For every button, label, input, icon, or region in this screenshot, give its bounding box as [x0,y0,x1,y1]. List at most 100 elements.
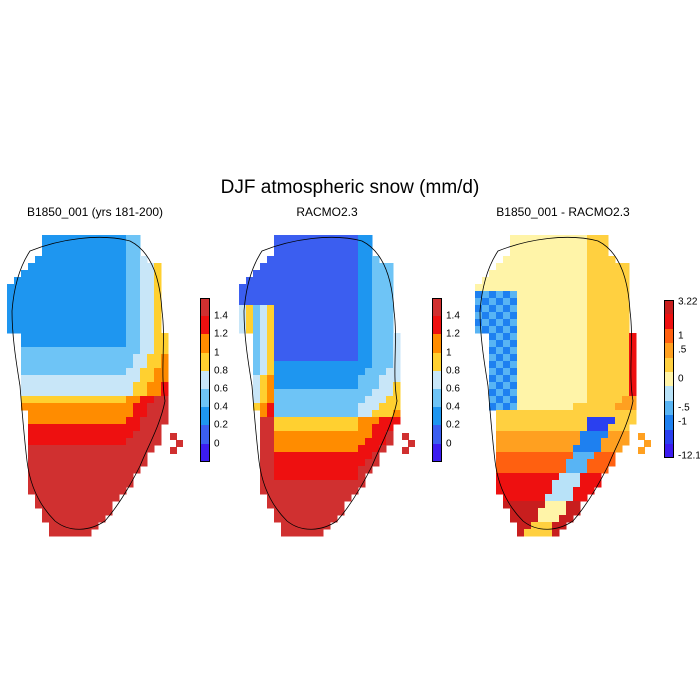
field-cell [358,473,366,481]
field-cell [594,298,602,306]
field-cell [510,354,518,362]
field-cell [316,263,324,271]
field-cell [70,277,78,285]
field-cell [154,382,162,390]
field-cell [49,312,57,320]
field-cell [503,431,511,439]
field-cell [288,375,296,383]
field-cell [316,319,324,327]
field-cell [379,396,387,404]
field-cell [21,403,29,411]
field-cell [545,277,553,285]
field-cell [510,340,518,348]
field-cell [608,319,616,327]
field-cell [337,242,345,250]
field-cell [126,466,134,474]
field-cell [77,417,85,425]
field-cell [281,445,289,453]
field-cell [545,340,553,348]
field-cell [126,431,134,439]
field-cell [489,284,497,292]
field-cell [580,361,588,369]
field-cell [133,270,141,278]
field-cell [112,417,120,425]
field-cell [119,235,127,243]
field-cell [601,459,609,467]
field-cell [587,424,595,432]
field-cell [63,410,71,418]
field-cell [545,396,553,404]
field-cell [56,459,64,467]
field-cell [133,361,141,369]
field-cell [260,333,268,341]
field-cell [489,326,497,334]
field-cell [281,368,289,376]
field-cell [42,256,50,264]
field-cell [295,340,303,348]
field-cell [140,326,148,334]
field-cell [281,284,289,292]
field-cell [524,368,532,376]
field-cell [253,319,261,327]
field-cell [559,375,567,383]
field-cell [601,312,609,320]
field-cell [260,305,268,313]
field-cell [538,305,546,313]
field-cell [42,277,50,285]
field-cell [587,389,595,397]
field-cell [316,375,324,383]
field-cell [112,459,120,467]
field-cell [70,396,78,404]
field-cell [503,354,511,362]
field-cell [140,305,148,313]
field-cell [154,389,162,397]
field-cell [253,382,261,390]
field-cell [587,333,595,341]
field-cell [538,431,546,439]
field-cell [337,305,345,313]
field-cell [580,277,588,285]
field-cell [260,361,268,369]
field-cell [337,347,345,355]
field-cell [63,473,71,481]
field-cell [510,235,518,243]
field-cell [274,382,282,390]
field-cell [84,249,92,257]
field-cell [545,487,553,495]
field-cell [98,326,106,334]
field-cell [372,312,380,320]
field-cell [295,235,303,243]
field-cell [246,284,254,292]
field-cell [56,403,64,411]
field-cell [316,459,324,467]
field-cell [379,326,387,334]
field-cell [531,235,539,243]
field-cell [84,256,92,264]
field-cell [295,305,303,313]
field-cell [538,284,546,292]
field-cell [77,424,85,432]
field-cell [489,340,497,348]
field-cell [28,424,36,432]
field-cell [365,354,373,362]
field-cell [105,270,113,278]
field-cell [84,473,92,481]
colorbar-segment [200,334,210,353]
field-cell [573,403,581,411]
field-cell [35,396,43,404]
field-cell [274,319,282,327]
field-cell [119,291,127,299]
field-cell [70,242,78,250]
field-cell [42,368,50,376]
colorbar-label: 0.8 [446,365,460,377]
field-cell [608,347,616,355]
field-cell [496,312,504,320]
field-cell [573,298,581,306]
field-cell [323,459,331,467]
field-cell [358,368,366,376]
field-cell [21,396,29,404]
colorbar-segment [200,298,210,317]
field-cell [70,256,78,264]
field-cell [302,389,310,397]
field-cell [126,249,134,257]
